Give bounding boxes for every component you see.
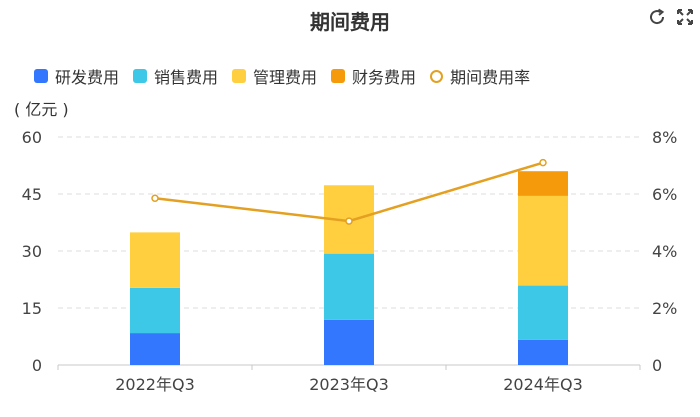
legend-label-finance: 财务费用 (352, 68, 417, 87)
bar-segment (130, 333, 180, 365)
y-left-tick-label: 0 (32, 356, 42, 375)
x-tick-label: 2023年Q3 (309, 375, 389, 394)
y-right-tick-label: 2% (652, 299, 677, 318)
bar-segment (130, 287, 180, 334)
legend-item-sales[interactable]: 销售费用 (133, 64, 218, 88)
legend-item-rate[interactable]: 期间费用率 (430, 64, 530, 88)
y-left-tick-label: 60 (22, 128, 42, 147)
legend-swatch-sales (133, 69, 148, 83)
legend-label-rd: 研发费用 (55, 68, 120, 87)
x-tick-label: 2024年Q3 (503, 375, 583, 394)
legend-swatch-admin (232, 69, 247, 83)
bar-segment (518, 195, 568, 286)
bar-segment (518, 171, 568, 196)
chart-title: 期间费用 (310, 10, 390, 34)
y-right-tick-label: 4% (652, 242, 677, 261)
fullscreen-icon[interactable] (674, 6, 696, 28)
rate-point (345, 217, 353, 225)
legend-item-finance[interactable]: 财务费用 (331, 64, 416, 88)
rate-point (151, 194, 159, 203)
legend-item-admin[interactable]: 管理费用 (232, 64, 317, 88)
y-left-tick-label: 45 (22, 185, 42, 204)
y-right-tick-label: 8% (652, 128, 677, 147)
bar-segment (130, 232, 180, 288)
legend-label-admin: 管理费用 (253, 68, 318, 87)
legend-label-rate: 期间费用率 (450, 68, 531, 87)
y-right-tick-label: 6% (652, 185, 677, 204)
bar-segment (518, 285, 568, 340)
rate-point (539, 158, 547, 167)
legend-label-sales: 销售费用 (154, 68, 219, 87)
y-left-tick-label: 30 (22, 242, 42, 261)
bar-segment (518, 339, 568, 365)
legend-swatch-rate (430, 69, 444, 83)
legend-swatch-finance (331, 69, 346, 83)
bar-segment (324, 319, 374, 365)
x-tick-label: 2022年Q3 (115, 375, 195, 394)
legend: 研发费用 销售费用 管理费用 财务费用 期间费用率 (34, 64, 544, 88)
y-axis-unit-label: ( 亿元 ) (14, 100, 69, 119)
y-left-tick-label: 15 (22, 299, 42, 318)
legend-item-rd[interactable]: 研发费用 (34, 64, 119, 88)
refresh-icon[interactable] (646, 6, 668, 28)
legend-swatch-rd (34, 69, 48, 83)
bar-segment (324, 253, 374, 320)
y-right-tick-label: 0 (652, 356, 662, 375)
